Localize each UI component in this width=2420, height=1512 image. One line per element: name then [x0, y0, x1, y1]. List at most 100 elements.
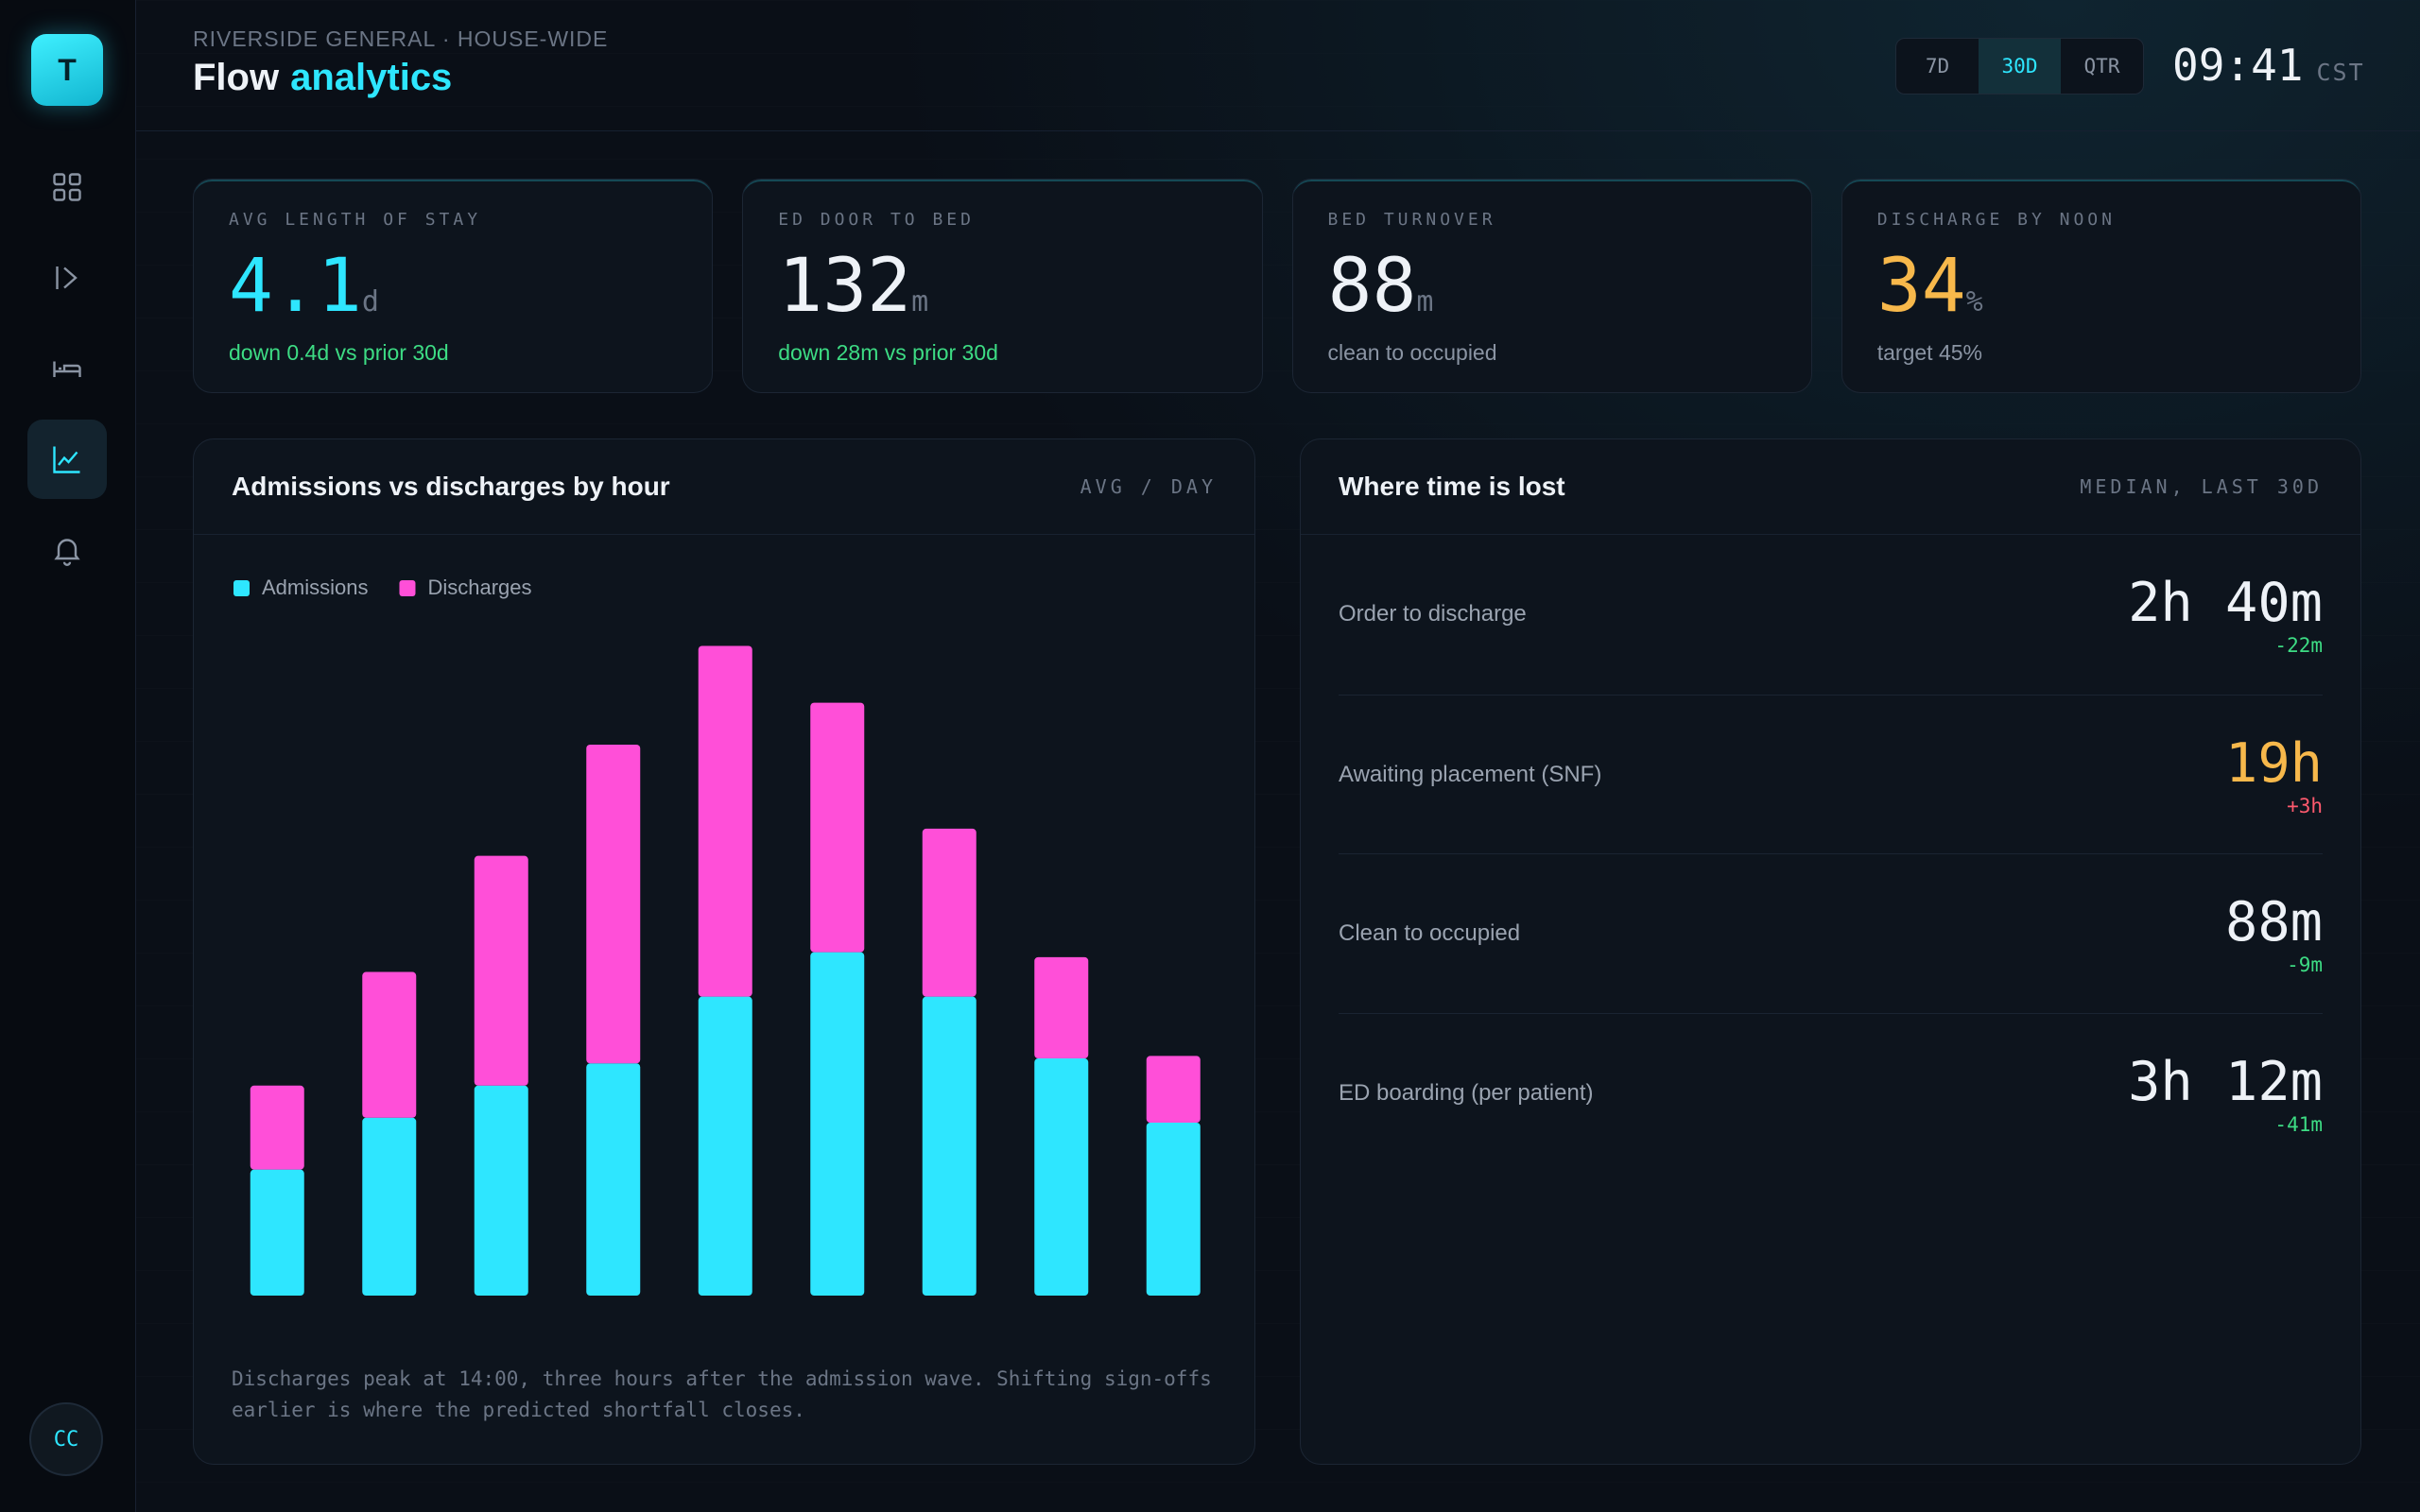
kpi-label: AVG LENGTH OF STAY — [229, 210, 482, 230]
time-row: Clean to occupied 88m -9m — [1339, 853, 2323, 1013]
divider — [194, 534, 1254, 535]
row-label: ED boarding (per patient) — [1339, 1079, 1594, 1106]
row-label: Clean to occupied — [1339, 920, 1521, 946]
bar-segment — [922, 996, 977, 1296]
icon-grid — [53, 173, 81, 201]
icon-chart — [53, 446, 80, 473]
row-label: Order to discharge — [1339, 601, 1527, 627]
header-rule — [136, 130, 2420, 131]
bar-segment — [698, 996, 752, 1296]
chart-title: Admissions vs discharges by hour — [232, 472, 670, 501]
kpi-value: 34% — [1877, 244, 1983, 345]
range-option[interactable]: QTR — [2083, 55, 2120, 77]
bar-segment — [362, 971, 417, 1118]
bar-segment — [1146, 1056, 1201, 1123]
row-label: Awaiting placement (SNF) — [1339, 761, 1602, 787]
bar-segment — [1146, 1123, 1201, 1296]
bar-segment — [474, 1085, 528, 1296]
row-value: 2h 40m — [2128, 572, 2323, 634]
kpi-number: 88 — [1327, 244, 1417, 329]
bar-segment — [1034, 1058, 1089, 1296]
kpi-value: 132m — [778, 244, 928, 345]
bar-segment — [586, 745, 641, 1064]
bar-segment — [810, 952, 865, 1296]
time-lost-panel: Where time is lost MEDIAN, LAST 30D Orde… — [1300, 438, 2361, 1465]
kpi-note: clean to occupied — [1327, 340, 1497, 365]
row-delta: -41m — [2274, 1112, 2323, 1136]
timezone: CST — [2316, 59, 2365, 86]
bar-segment — [1034, 956, 1089, 1059]
legend-swatch — [399, 580, 416, 596]
bar-segment — [698, 645, 752, 997]
kpi-unit: % — [1965, 285, 1983, 318]
panel-subtitle: MEDIAN, LAST 30D — [2080, 475, 2323, 498]
kpi-card: DISCHARGE BY NOON 34% target 45% — [1841, 179, 2361, 393]
time-row: Awaiting placement (SNF) 19h +3h — [1339, 694, 2323, 854]
bar-segment — [586, 1063, 641, 1296]
legend-label: Discharges — [427, 576, 531, 599]
kpi-card: AVG LENGTH OF STAY 4.1d down 0.4d vs prior… — [193, 179, 714, 393]
chart-footnote: Discharges peak at 14:00, three hours af… — [232, 1367, 1212, 1421]
logo[interactable]: T — [31, 34, 103, 106]
kpi-unit: m — [1416, 285, 1434, 318]
row-delta: -22m — [2274, 634, 2323, 657]
kpi-note: target 45% — [1876, 340, 1982, 365]
title: Flow — [193, 57, 280, 98]
range-option[interactable]: 7D — [1925, 55, 1950, 77]
bar-segment — [250, 1169, 304, 1296]
chart-panel: Admissions vs discharges by hour AVG / D… — [193, 438, 1255, 1465]
legend-swatch — [233, 580, 250, 596]
nav-beds[interactable] — [27, 329, 107, 408]
row-value: 19h — [2225, 731, 2323, 795]
kpi-unit: d — [361, 285, 379, 318]
kpi-row: AVG LENGTH OF STAY 4.1d down 0.4d vs prior… — [193, 179, 2361, 393]
clock: 09:41 CST — [2172, 40, 2365, 91]
row-figures: 19h +3h — [2225, 732, 2323, 817]
nav-flow[interactable] — [27, 238, 107, 318]
row-value: 3h 12m — [2128, 1050, 2323, 1113]
nav-analytics[interactable] — [27, 420, 107, 499]
kpi-number: 4.1 — [229, 244, 362, 329]
row-figures: 3h 12m -41m — [2128, 1051, 2323, 1136]
kpi-card: BED TURNOVER 88m clean to occupied — [1291, 179, 1812, 393]
legend-label: Admissions — [262, 576, 368, 599]
avatar[interactable]: CC — [29, 1402, 103, 1476]
kpi-number: 34 — [1876, 244, 1966, 329]
icon-bed — [53, 361, 81, 377]
kpi-note: down 0.4d vs prior 30d — [229, 340, 449, 365]
title-accent: analytics — [290, 57, 453, 98]
time-row: Order to discharge 2h 40m -22m — [1339, 535, 2323, 694]
kpi-label: BED TURNOVER — [1327, 210, 1496, 230]
chart-subtitle: AVG / DAY — [1080, 475, 1217, 498]
kpi-value: 4.1d — [229, 244, 379, 345]
kpi-unit: m — [911, 285, 929, 318]
time-row: ED boarding (per patient) 3h 12m -41m — [1339, 1012, 2323, 1173]
eyebrow: RIVERSIDE GENERAL · HOUSE-WIDE — [193, 26, 609, 51]
panel-title: Where time is lost — [1339, 472, 1565, 501]
nav-overview[interactable] — [27, 147, 107, 227]
kpi-label: ED DOOR TO BED — [778, 210, 975, 230]
bar-segment — [250, 1085, 304, 1170]
icon-play — [56, 266, 78, 289]
kpi-value: 88m — [1328, 244, 1434, 345]
time: 09:41 — [2172, 40, 2304, 91]
range-option[interactable]: 30D — [1979, 39, 2061, 94]
row-figures: 88m -9m — [2225, 891, 2323, 976]
kpi-label: DISCHARGE BY NOON — [1876, 210, 2116, 230]
bar-segment — [362, 1117, 417, 1296]
row-value: 88m — [2225, 891, 2323, 954]
nav-alerts[interactable] — [27, 510, 107, 590]
bar-segment — [474, 855, 528, 1086]
range-switch: 7D 30D QTR — [1895, 38, 2144, 94]
sidebar: T CC — [0, 0, 136, 1512]
chart: AdmissionsDischarges060810121416182022 — [233, 576, 1201, 1296]
page-title: Flow analytics — [193, 57, 452, 99]
divider — [1301, 534, 2360, 535]
kpi-note: down 28m vs prior 30d — [778, 340, 998, 365]
icon-bell — [54, 539, 80, 566]
row-delta: +3h — [2287, 794, 2323, 817]
kpi-card: ED DOOR TO BED 132m down 28m vs prior 30d — [742, 179, 1263, 393]
row-delta: -9m — [2287, 954, 2323, 976]
row-figures: 2h 40m -22m — [2128, 572, 2323, 657]
